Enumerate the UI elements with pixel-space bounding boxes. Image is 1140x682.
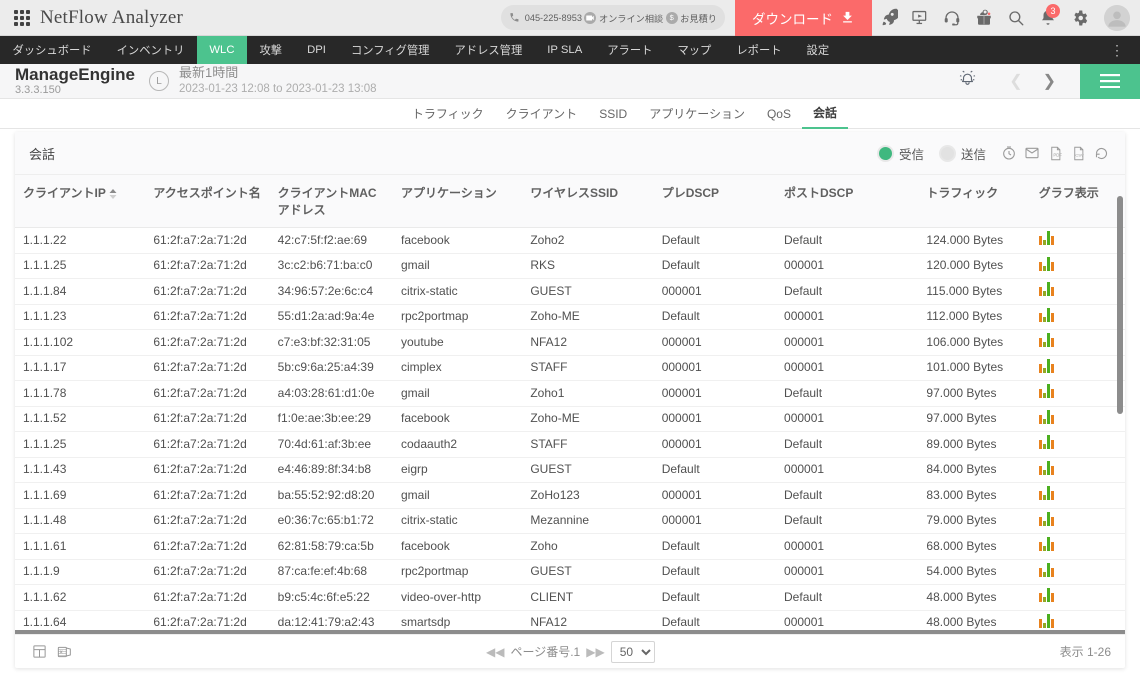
svg-text:CSV: CSV	[1075, 152, 1084, 157]
svg-text:PDF: PDF	[1053, 152, 1062, 157]
svg-text:X: X	[60, 649, 64, 654]
